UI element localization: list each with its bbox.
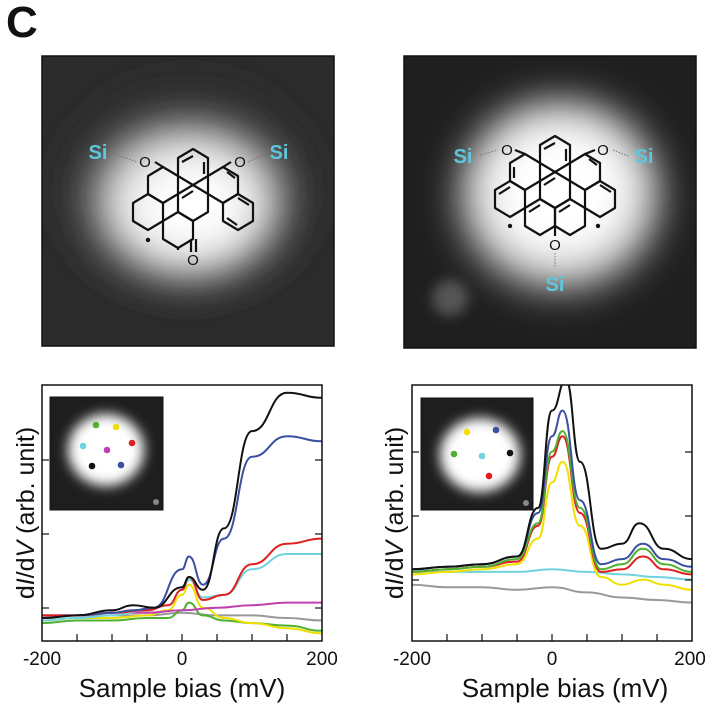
oxygen-label: O (187, 252, 199, 269)
inset-stm-left (49, 396, 164, 511)
inset-dot-red (128, 439, 136, 447)
panel-label: C (6, 0, 38, 47)
inset-dot-cyan (478, 452, 486, 460)
stm-image-left (41, 55, 335, 347)
x-tick-label: 0 (547, 649, 558, 670)
inset-dot-yellow (112, 423, 120, 431)
series-line-red (42, 537, 322, 617)
inset-dot-black (88, 462, 96, 470)
radical-dots-left (145, 237, 151, 243)
chart-right: -200 0 200 Sample bias (mV) dI/dV (arb. … (381, 384, 706, 703)
x-axis-label: Sample bias (mV) (462, 673, 669, 703)
x-tick-label: 0 (177, 649, 188, 670)
series-line-black (42, 391, 322, 619)
molecule-structure-right (493, 134, 617, 237)
series-line-black (412, 385, 692, 571)
oxygen-label: O (501, 142, 513, 159)
series-line-green (42, 601, 322, 632)
x-tick-label: -200 (393, 649, 431, 670)
stm-image-right (403, 55, 697, 349)
inset-dot-blue (492, 426, 500, 434)
x-tick-label: 200 (674, 649, 706, 670)
series-line-gray (42, 611, 322, 622)
inset-dot-blue (117, 461, 125, 469)
si-label: Si (89, 142, 108, 164)
series-line-yellow (42, 583, 322, 635)
oxygen-label: O (597, 142, 609, 159)
x-tick-label: -200 (23, 649, 61, 670)
x-tick-label: 200 (306, 649, 338, 670)
series-line-green (412, 430, 692, 573)
inset-stm-right (420, 397, 534, 511)
inset-dot-green (92, 421, 100, 429)
ticks-left (42, 459, 322, 641)
chart-left: -200 0 200 Sample bias (mV) dI/dV (arb. … (12, 384, 338, 703)
si-label: Si (454, 146, 473, 168)
oxygen-label: O (234, 154, 246, 171)
molecule-structure-left (131, 147, 255, 252)
inset-dot-magenta (103, 446, 111, 454)
series-line-blue (42, 435, 322, 619)
radical-dots-right (507, 223, 601, 229)
series-line-yellow (412, 460, 692, 591)
si-label: Si (635, 146, 654, 168)
si-label: Si (270, 142, 289, 164)
ticks-right (412, 451, 692, 641)
y-axis-label: dI/dV (arb. unit) (381, 427, 409, 599)
si-label: Si (546, 274, 565, 296)
inset-dot-black (506, 449, 514, 457)
inset-dot-green (450, 450, 458, 458)
inset-dot-yellow (463, 428, 471, 436)
x-axis-label: Sample bias (mV) (79, 673, 286, 703)
inset-dot-cyan (79, 442, 87, 450)
inset-dot-red (485, 472, 493, 480)
series-line-gray (412, 583, 692, 604)
oxygen-label: O (139, 154, 151, 171)
oxygen-label: O (549, 237, 561, 254)
y-axis-label: dI/dV (arb. unit) (12, 427, 40, 599)
